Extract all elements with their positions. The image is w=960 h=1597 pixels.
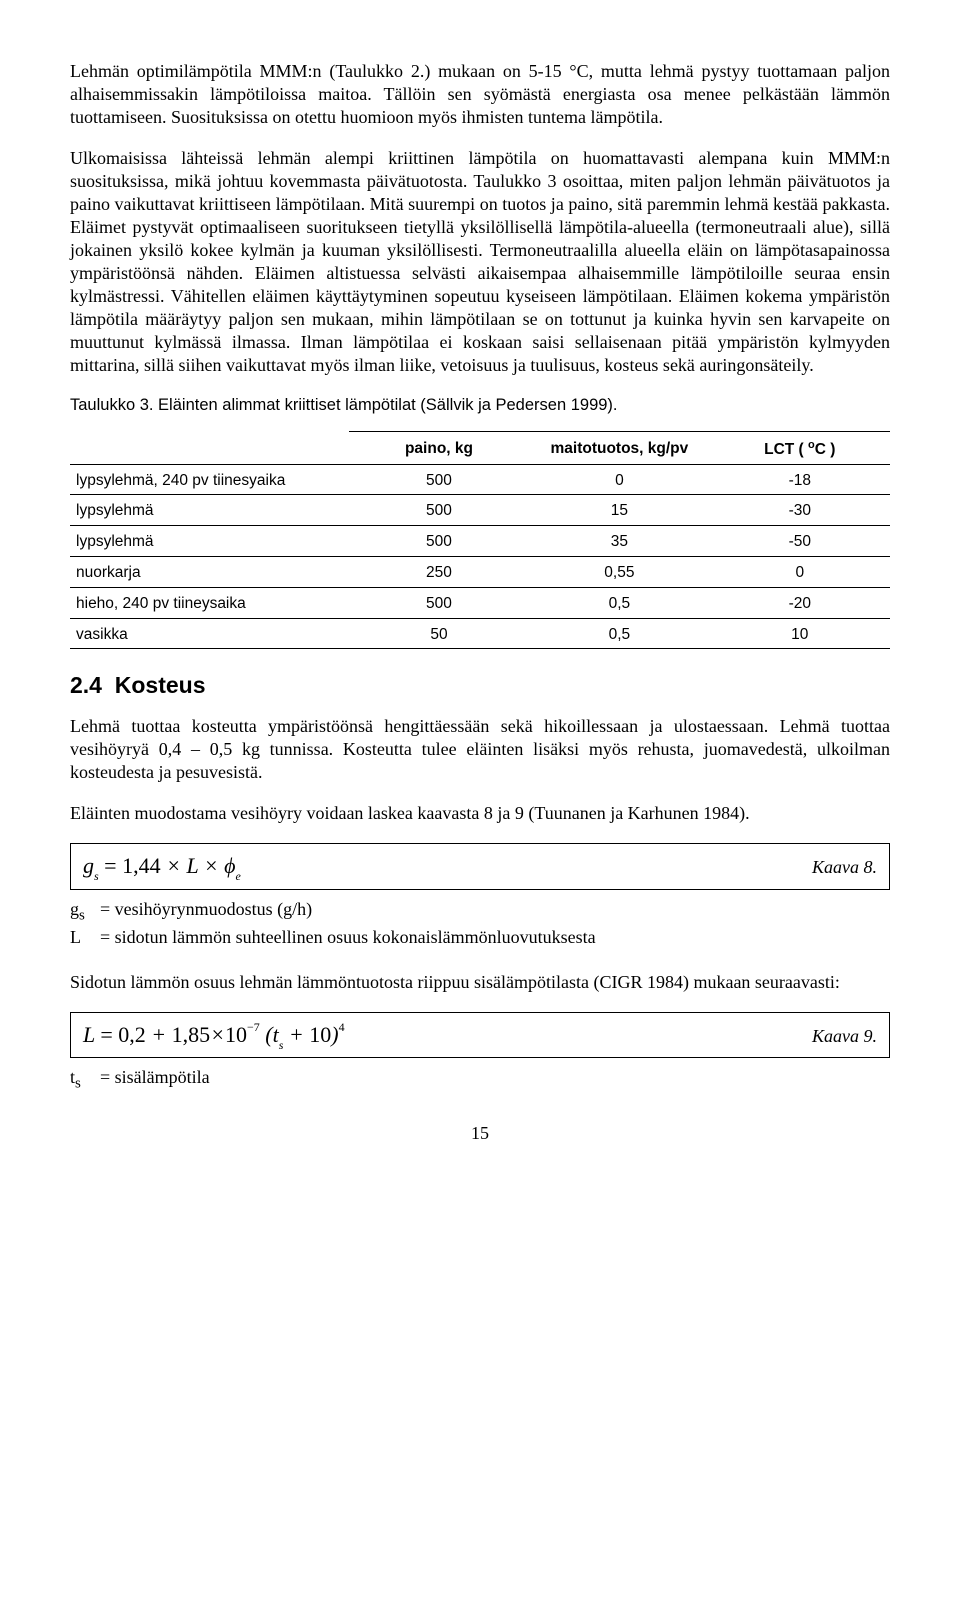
formula-box-9: L = 0,2 + 1,85×10−7 (ts + 10)4 Kaava 9. [70, 1012, 890, 1059]
cell: 0 [529, 464, 709, 495]
table-row: lypsylehmä 500 15 -30 [70, 495, 890, 526]
cell: -18 [710, 464, 890, 495]
definitions-8: gs = vesihöyrynmuodostus (g/h) L = sidot… [70, 898, 890, 949]
table-row: lypsylehmä, 240 pv tiinesyaika 500 0 -18 [70, 464, 890, 495]
cell: 0,5 [529, 587, 709, 618]
cell: lypsylehmä [70, 526, 349, 557]
def-L-sym: L [70, 926, 100, 949]
cell: 0,5 [529, 618, 709, 649]
cell: 15 [529, 495, 709, 526]
definitions-9: ts = sisälämpötila [70, 1066, 890, 1094]
formula-9: L = 0,2 + 1,85×10−7 (ts + 10)4 [83, 1021, 345, 1052]
paragraph-3: Lehmä tuottaa kosteutta ympäristöönsä he… [70, 715, 890, 784]
cell: 50 [349, 618, 529, 649]
formula-box-8: gs = 1,44 × L × ϕe Kaava 8. [70, 843, 890, 890]
cell: 500 [349, 526, 529, 557]
page-number: 15 [70, 1122, 890, 1145]
table-row: nuorkarja 250 0,55 0 [70, 556, 890, 587]
cell: nuorkarja [70, 556, 349, 587]
cell: -50 [710, 526, 890, 557]
cell: 500 [349, 587, 529, 618]
table-row: lypsylehmä 500 35 -50 [70, 526, 890, 557]
table-header-lct: LCT ( oC ) [710, 431, 890, 464]
formula-9-label: Kaava 9. [812, 1025, 877, 1048]
section-heading: 2.4 Kosteus [70, 671, 890, 700]
def-ts-text: = sisälämpötila [100, 1066, 210, 1094]
table-caption: Taulukko 3. Eläinten alimmat kriittiset … [70, 395, 890, 416]
cell: vasikka [70, 618, 349, 649]
cell: 35 [529, 526, 709, 557]
cell: 0,55 [529, 556, 709, 587]
cell: lypsylehmä [70, 495, 349, 526]
table-header-milk: maitotuotos, kg/pv [529, 431, 709, 464]
paragraph-5: Sidotun lämmön osuus lehmän lämmöntuotos… [70, 971, 890, 994]
formula-8-label: Kaava 8. [812, 856, 877, 879]
cell: 500 [349, 464, 529, 495]
cell: -30 [710, 495, 890, 526]
formula-8: gs = 1,44 × L × ϕe [83, 852, 241, 883]
def-ts-sym: ts [70, 1066, 100, 1094]
cell: 0 [710, 556, 890, 587]
paragraph-2: Ulkomaisissa lähteissä lehmän alempi kri… [70, 147, 890, 377]
paragraph-1: Lehmän optimilämpötila MMM:n (Taulukko 2… [70, 60, 890, 129]
section-number: 2.4 [70, 672, 102, 698]
table-header-row: paino, kg maitotuotos, kg/pv LCT ( oC ) [70, 431, 890, 464]
cell: -20 [710, 587, 890, 618]
def-gs-text: = vesihöyrynmuodostus (g/h) [100, 898, 312, 926]
def-L-text: = sidotun lämmön suhteellinen osuus koko… [100, 926, 596, 949]
cell: 10 [710, 618, 890, 649]
cell: lypsylehmä, 240 pv tiinesyaika [70, 464, 349, 495]
cell: 250 [349, 556, 529, 587]
paragraph-4: Eläinten muodostama vesihöyry voidaan la… [70, 802, 890, 825]
table-row: hieho, 240 pv tiineysaika 500 0,5 -20 [70, 587, 890, 618]
section-title: Kosteus [115, 672, 206, 698]
def-gs-sym: gs [70, 898, 100, 926]
table-row: vasikka 50 0,5 10 [70, 618, 890, 649]
cell: 500 [349, 495, 529, 526]
table-header-weight: paino, kg [349, 431, 529, 464]
table-header-empty [70, 431, 349, 464]
lct-table: paino, kg maitotuotos, kg/pv LCT ( oC ) … [70, 431, 890, 650]
cell: hieho, 240 pv tiineysaika [70, 587, 349, 618]
